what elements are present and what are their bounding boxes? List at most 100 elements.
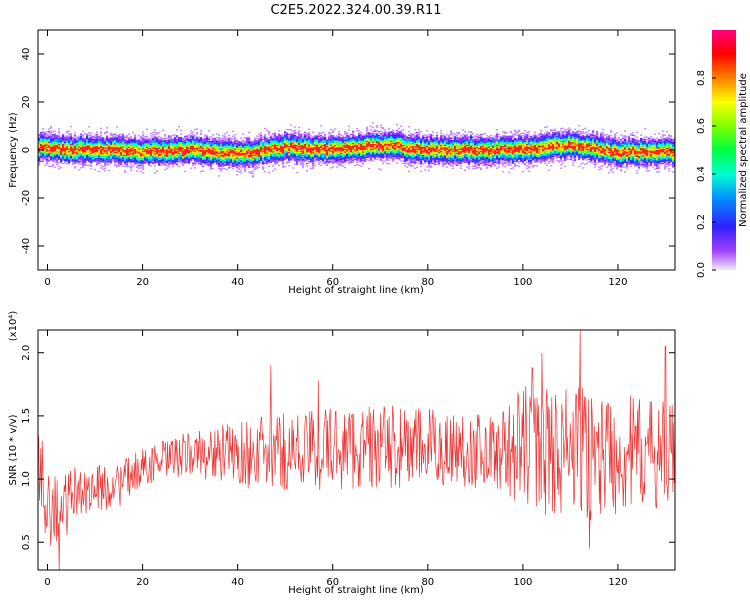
spectrogram-cell	[384, 139, 386, 140]
spectrogram-cell	[348, 154, 350, 155]
spectrogram-cell	[82, 167, 84, 168]
spectrogram-cell	[316, 152, 318, 153]
spectrogram-cell	[376, 140, 378, 141]
spectrogram-cell	[326, 149, 328, 150]
spectrogram-cell	[332, 140, 334, 141]
spectrogram-cell	[296, 137, 298, 138]
spectrogram-cell	[60, 137, 62, 138]
spectrogram-cell	[224, 133, 226, 134]
spectrogram-cell	[216, 158, 218, 159]
spectrogram-cell	[62, 135, 64, 136]
spectrogram-cell	[124, 153, 126, 154]
spectrogram-cell	[142, 137, 144, 138]
spectrogram-cell	[44, 158, 46, 159]
spectrogram-cell	[310, 157, 312, 158]
spectrogram-cell	[270, 135, 272, 136]
spectrogram-cell	[308, 135, 310, 136]
spectrogram-cell	[158, 157, 160, 158]
spectrogram-cell	[426, 153, 428, 154]
spectrogram-cell	[330, 135, 332, 136]
spectrogram-cell	[434, 142, 436, 143]
spectrogram-cell	[40, 151, 42, 152]
spectrogram-cell	[170, 135, 172, 136]
spectrogram-cell	[390, 136, 392, 137]
spectrogram-cell	[102, 141, 104, 142]
spectrogram-cell	[244, 167, 246, 168]
spectrogram-cell	[224, 145, 226, 146]
spectrogram-cell	[232, 138, 234, 139]
spectrogram-cell	[150, 145, 152, 146]
spectrogram-cell	[286, 161, 288, 162]
spectrogram-cell	[76, 152, 78, 153]
spectrogram-cell	[60, 155, 62, 156]
spectrogram-cell	[142, 149, 144, 150]
spectrogram-cell	[174, 146, 176, 147]
spectrogram-cell	[56, 140, 58, 141]
spectrogram-cell	[256, 147, 258, 148]
spectrogram-cell	[80, 135, 82, 136]
spectrogram-cell	[398, 136, 400, 137]
spectrogram-cell	[166, 160, 168, 161]
spectrogram-cell	[352, 149, 354, 150]
spectrogram-cell	[92, 152, 94, 153]
spectrogram-cell	[406, 154, 408, 155]
spectrogram-cell	[56, 151, 58, 152]
spectrogram-cell	[330, 143, 332, 144]
spectrogram-cell	[402, 157, 404, 158]
spectrogram-cell	[306, 142, 308, 143]
spectrogram-cell	[332, 131, 334, 132]
spectrogram-cell	[182, 144, 184, 145]
spectrogram-cell	[132, 145, 134, 146]
spectrogram-cell	[384, 144, 386, 145]
spectrogram-cell	[56, 146, 58, 147]
spectrogram-cell	[40, 133, 42, 134]
spectrogram-cell	[214, 145, 216, 146]
spectrogram-cell	[366, 159, 368, 160]
spectrogram-cell	[280, 156, 282, 157]
spectrogram-cell	[366, 151, 368, 152]
spectrogram-cell	[320, 142, 322, 143]
spectrogram-cell	[56, 152, 58, 153]
spectrogram-cell	[156, 133, 158, 134]
spectrogram-cell	[92, 148, 94, 149]
spectrogram-cell	[56, 159, 58, 160]
spectrogram-cell	[324, 152, 326, 153]
spectrogram-cell	[114, 157, 116, 158]
spectrogram-cell	[324, 149, 326, 150]
spectrogram-cell	[232, 143, 234, 144]
spectrogram-cell	[110, 140, 112, 141]
spectrogram-cell	[190, 160, 192, 161]
spectrogram-cell	[372, 155, 374, 156]
spectrogram-cell	[332, 151, 334, 152]
spectrogram-cell	[180, 148, 182, 149]
spectrogram-cell	[318, 154, 320, 155]
spectrogram-cell	[414, 168, 416, 169]
spectrogram-cell	[58, 138, 60, 139]
spectrogram-cell	[244, 143, 246, 144]
spectrogram-cell	[438, 159, 440, 160]
spectrogram-cell	[308, 147, 310, 148]
spectrogram-cell	[284, 150, 286, 151]
spectrogram-cell	[178, 160, 180, 161]
spectrogram-cell	[132, 161, 134, 162]
spectrogram-cell	[192, 159, 194, 160]
spectrogram-cell	[96, 151, 98, 152]
spectrogram-cell	[180, 144, 182, 145]
spectrogram-cell	[78, 152, 80, 153]
spectrogram-cell	[422, 142, 424, 143]
spectrogram-cell	[332, 139, 334, 140]
spectrogram-cell	[202, 152, 204, 153]
spectrogram-cell	[296, 163, 298, 164]
spectrogram-cell	[76, 144, 78, 145]
spectrogram-cell	[138, 147, 140, 148]
spectrogram-cell	[222, 148, 224, 149]
spectrogram-cell	[406, 156, 408, 157]
spectrogram-cell	[232, 164, 234, 165]
spectrogram-cell	[244, 152, 246, 153]
spectrogram-cell	[216, 163, 218, 164]
spectrogram-cell	[398, 155, 400, 156]
spectrogram-cell	[52, 157, 54, 158]
spectrogram-cell	[178, 145, 180, 146]
spectrogram-cell	[384, 141, 386, 142]
spectrogram-cell	[328, 147, 330, 148]
